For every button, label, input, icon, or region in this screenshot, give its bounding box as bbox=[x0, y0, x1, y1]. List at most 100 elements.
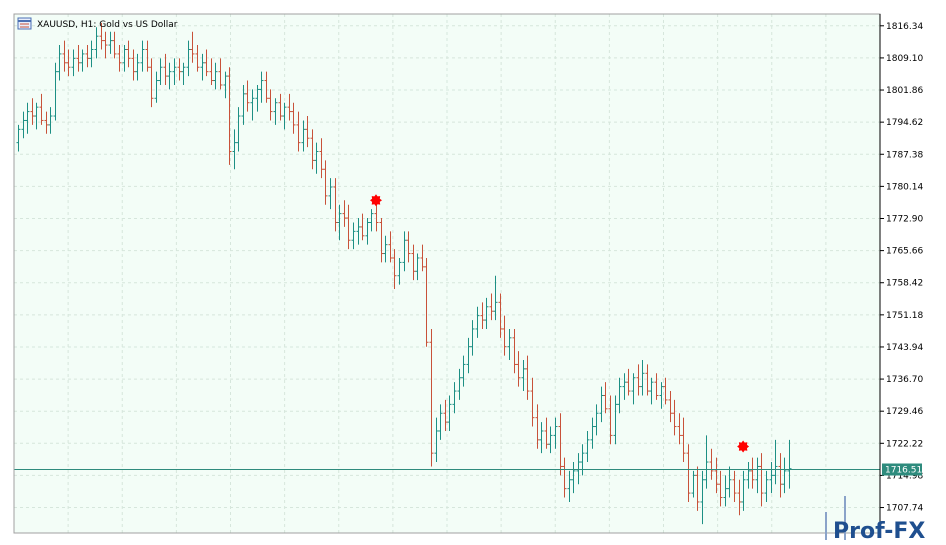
ohlc-bar bbox=[342, 200, 347, 227]
ohlc-bar bbox=[227, 67, 232, 165]
ohlc-bar bbox=[76, 45, 81, 72]
ohlc-bar bbox=[677, 413, 682, 445]
ohlc-bar bbox=[223, 71, 228, 99]
ohlc-bar bbox=[654, 373, 659, 400]
ohlc-bar bbox=[291, 102, 296, 134]
ohlc-bar bbox=[782, 457, 787, 494]
price-axis-label: 1743.94 bbox=[886, 343, 923, 353]
ohlc-bar bbox=[305, 116, 310, 148]
ohlc-bar bbox=[585, 430, 590, 463]
ohlc-bar bbox=[691, 470, 696, 498]
price-axis-label: 1801.86 bbox=[886, 86, 923, 96]
ohlc-bar bbox=[328, 178, 333, 210]
ohlc-bar bbox=[195, 45, 200, 72]
ohlc-bar bbox=[415, 253, 420, 281]
ohlc-bar bbox=[131, 49, 136, 81]
ohlc-bar bbox=[709, 448, 714, 480]
ohlc-bar bbox=[723, 475, 728, 507]
ohlc-bar bbox=[663, 377, 668, 405]
current-price-tag-box bbox=[882, 463, 922, 476]
ohlc-bar bbox=[516, 351, 521, 387]
ohlc-bar bbox=[704, 435, 709, 489]
price-axis-label: 1707.74 bbox=[886, 504, 923, 514]
ohlc-bar bbox=[273, 98, 278, 125]
ohlc-bar bbox=[112, 31, 117, 59]
ohlc-bar bbox=[392, 249, 397, 290]
ohlc-bar bbox=[714, 457, 719, 494]
price-axis-label: 1722.22 bbox=[886, 439, 923, 449]
ohlc-bar bbox=[636, 364, 641, 396]
ohlc-bar bbox=[558, 413, 563, 476]
ohlc-bar bbox=[438, 404, 443, 440]
ohlc-bar bbox=[493, 275, 498, 321]
ohlc-bar bbox=[218, 58, 223, 90]
ohlc-bar bbox=[461, 355, 466, 387]
ohlc-bar bbox=[617, 377, 622, 414]
ohlc-bar bbox=[787, 439, 792, 489]
ohlc-bar bbox=[126, 40, 131, 68]
ohlc-bar bbox=[356, 218, 361, 245]
markers-layer bbox=[370, 194, 750, 453]
ohlc-bar bbox=[282, 102, 287, 130]
ohlc-bar bbox=[732, 470, 737, 502]
ohlc-bar bbox=[360, 213, 365, 241]
ohlc-bar bbox=[374, 204, 379, 232]
ohlc-bar bbox=[333, 178, 338, 232]
ohlc-bar bbox=[631, 373, 636, 405]
ohlc-bar bbox=[255, 84, 260, 112]
current-price-label: 1716.51 bbox=[885, 466, 922, 476]
ohlc-bar bbox=[80, 49, 85, 72]
ohlc-bar bbox=[200, 53, 205, 81]
ohlc-bar bbox=[232, 129, 237, 170]
ohlc-bar bbox=[686, 444, 691, 502]
ohlc-bar bbox=[603, 382, 608, 414]
ohlc-bar bbox=[89, 40, 94, 68]
price-axis-label: 1816.34 bbox=[886, 22, 923, 32]
ohlc-bar bbox=[30, 98, 35, 125]
signal-marker bbox=[737, 440, 750, 453]
ohlc-bar bbox=[475, 306, 480, 338]
signal-marker-star bbox=[737, 440, 750, 453]
ohlc-bar bbox=[727, 466, 732, 498]
price-axis-label: 1794.62 bbox=[886, 118, 923, 128]
price-axis-label: 1758.42 bbox=[886, 279, 923, 289]
ohlc-bar bbox=[755, 457, 760, 494]
ohlc-bar bbox=[548, 426, 553, 454]
ohlc-bar bbox=[613, 395, 618, 445]
chart-title: XAUUSD, H1: Gold vs US Dollar bbox=[37, 20, 178, 30]
ohlc-bar bbox=[34, 102, 39, 130]
price-axis[interactable]: 1816.34 1809.10 1801.86 1794.62 1787.38 1780.… bbox=[879, 14, 942, 533]
ohlc-bar bbox=[44, 111, 49, 134]
ohlc-bar bbox=[204, 49, 209, 77]
ohlc-bar bbox=[599, 386, 604, 423]
ohlc-bar bbox=[209, 58, 214, 85]
price-axis-label: 1772.90 bbox=[886, 214, 923, 224]
ohlc-bar bbox=[314, 142, 319, 174]
ohlc-bar bbox=[53, 62, 58, 121]
ohlc-bar bbox=[94, 27, 99, 59]
ohlc-bar bbox=[323, 160, 328, 205]
ohlc-bar bbox=[778, 453, 783, 498]
price-axis-label: 1765.66 bbox=[886, 247, 923, 257]
ohlc-bar bbox=[296, 111, 301, 152]
ohlc-bar bbox=[122, 45, 127, 72]
ohlc-bar bbox=[163, 53, 168, 85]
ohlc-bar bbox=[402, 231, 407, 272]
ohlc-bar bbox=[154, 71, 159, 103]
ohlc-bar bbox=[181, 62, 186, 85]
brand-logo-text: Prof-FX bbox=[833, 519, 925, 544]
ohlc-bar bbox=[172, 58, 177, 85]
ohlc-bar bbox=[530, 377, 535, 427]
price-axis-label: 1751.18 bbox=[886, 311, 923, 321]
ohlc-bar bbox=[85, 45, 90, 68]
ohlc-bar bbox=[672, 399, 677, 436]
ohlc-bar bbox=[622, 373, 627, 400]
ohlc-bar bbox=[498, 293, 503, 338]
ohlc-bar bbox=[502, 315, 507, 356]
price-axis-label: 1714.98 bbox=[886, 471, 923, 481]
ohlc-bar bbox=[57, 45, 62, 81]
ohlc-bar bbox=[466, 337, 471, 374]
ohlc-bar bbox=[310, 129, 315, 170]
